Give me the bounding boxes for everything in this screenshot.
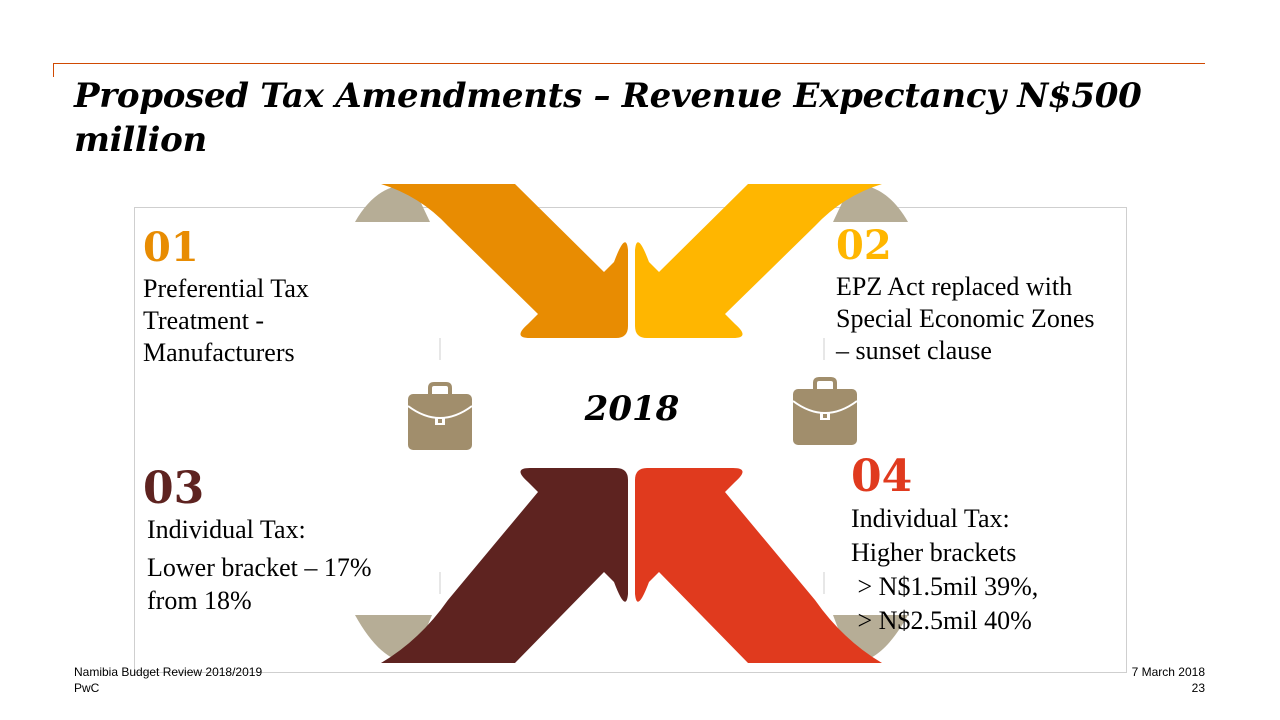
item-02-line: Special Economic Zones — [836, 304, 1095, 333]
center-year: 2018 — [584, 389, 680, 429]
arrow-02 — [635, 184, 882, 338]
item-04-line: > N$2.5mil 40% — [851, 606, 1032, 635]
content-frame — [134, 207, 1127, 673]
arrow-01 — [381, 184, 628, 338]
item-04-line: > N$1.5mil 39%, — [851, 572, 1039, 601]
item-03-number: 03 — [143, 463, 205, 514]
item-01-text: Preferential Tax Treatment - Manufacture… — [143, 273, 309, 369]
page-number: 23 — [1191, 681, 1205, 695]
item-04-line: Higher brackets — [851, 538, 1017, 567]
item-02-number: 02 — [836, 222, 892, 269]
slide-title: Proposed Tax Amendments – Revenue Expect… — [74, 76, 1142, 160]
header-rule — [53, 63, 1205, 64]
briefcase-icon — [407, 382, 473, 450]
item-03-line: from 18% — [147, 586, 252, 615]
item-04-line: Individual Tax: — [851, 504, 1010, 533]
footer-date: 7 March 2018 — [1131, 665, 1205, 679]
item-02-line: – sunset clause — [836, 336, 992, 365]
item-02-text: EPZ Act replaced with Special Economic Z… — [836, 271, 1094, 367]
header-rule-tick — [53, 63, 54, 77]
footer-left: Namibia Budget Review 2018/2019 PwC — [74, 664, 262, 696]
item-01-line: Manufacturers — [143, 338, 295, 367]
footer-right: 7 March 2018 23 — [1132, 664, 1205, 696]
item-01-number: 01 — [143, 224, 199, 271]
briefcase-icon — [792, 377, 858, 445]
item-01-line: Preferential Tax — [143, 274, 309, 303]
footer-company: PwC — [74, 681, 100, 695]
item-04-number: 04 — [851, 451, 913, 502]
item-03-line: Individual Tax: — [147, 515, 306, 544]
item-03-line: Lower bracket – 17% — [147, 553, 372, 582]
arrow-03 — [381, 468, 628, 663]
item-01-line: Treatment - — [143, 306, 265, 335]
item-04-text: Individual Tax: Higher brackets > N$1.5m… — [851, 502, 1038, 638]
item-03-text: Individual Tax: Lower bracket – 17% from… — [147, 512, 372, 614]
arrow-04 — [635, 468, 882, 663]
item-02-line: EPZ Act replaced with — [836, 272, 1073, 301]
footer-report-name: Namibia Budget Review 2018/2019 — [74, 665, 263, 679]
